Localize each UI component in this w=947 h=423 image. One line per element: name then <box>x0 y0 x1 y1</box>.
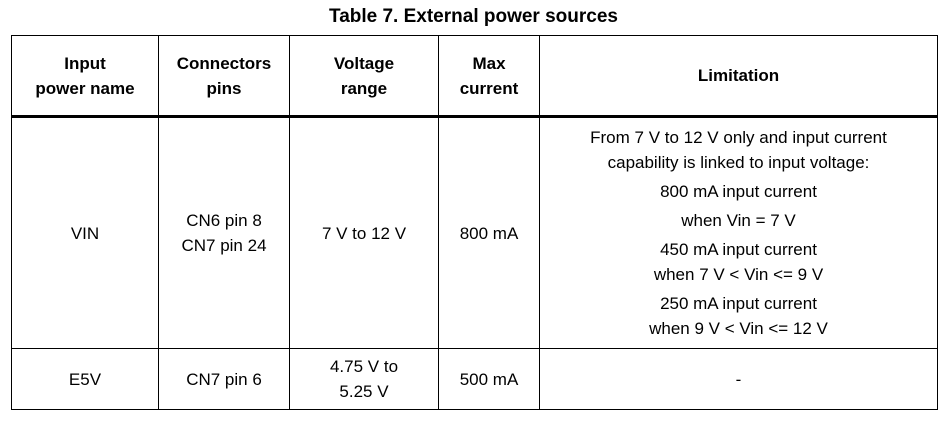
header-text: Max <box>472 53 506 73</box>
cell-name: VIN <box>11 116 159 349</box>
voltage-line: 5.25 V <box>339 382 389 401</box>
limitation-line: 800 mA input current <box>660 182 817 201</box>
header-text: Input <box>64 53 106 73</box>
pin-text: CN7 pin 24 <box>181 236 267 255</box>
header-voltage-range: Voltage range <box>289 35 439 118</box>
table-row-e5v: E5V CN7 pin 6 4.75 V to 5.25 V 500 mA - <box>11 348 938 410</box>
header-connectors-pins: Connectors pins <box>158 35 290 118</box>
header-text: Connectors <box>176 53 272 73</box>
cell-pins: CN6 pin 8 CN7 pin 24 <box>158 116 290 349</box>
limitation-line: when 9 V < Vin <= 12 V <box>649 319 828 338</box>
cell-voltage: 4.75 V to 5.25 V <box>289 348 439 410</box>
limitation-line: 250 mA input current <box>660 294 817 313</box>
header-text: power name <box>35 78 135 98</box>
table-header-row: Input power name Connectors pins Voltage… <box>11 35 938 118</box>
header-max-current: Max current <box>438 35 540 118</box>
header-input-power-name: Input power name <box>11 35 159 118</box>
table-row-vin: VIN CN6 pin 8 CN7 pin 24 7 V to 12 V 800… <box>11 116 938 349</box>
cell-current: 500 mA <box>438 348 540 410</box>
limitation-line: From 7 V to 12 V only and input current <box>590 128 887 147</box>
limitation-line: when Vin = 7 V <box>681 211 796 230</box>
cell-limitation: From 7 V to 12 V only and input current … <box>539 116 938 349</box>
limitation-line: 450 mA input current <box>660 240 817 259</box>
cell-name: E5V <box>11 348 159 410</box>
cell-pins: CN7 pin 6 <box>158 348 290 410</box>
header-text: current <box>459 78 519 98</box>
cell-current: 800 mA <box>438 116 540 349</box>
limitation-line: when 7 V < Vin <= 9 V <box>653 265 824 284</box>
header-text: pins <box>206 78 242 98</box>
table-title: Table 7. External power sources <box>329 6 618 27</box>
cell-voltage: 7 V to 12 V <box>289 116 439 349</box>
header-text: Voltage <box>333 53 395 73</box>
power-sources-table: Input power name Connectors pins Voltage… <box>11 35 938 410</box>
voltage-line: 4.75 V to <box>329 357 399 376</box>
header-limitation: Limitation <box>539 35 938 118</box>
cell-limitation: - <box>539 348 938 410</box>
limitation-line: capability is linked to input voltage: <box>607 153 870 172</box>
pin-text: CN6 pin 8 <box>186 211 262 230</box>
header-text: range <box>340 78 388 98</box>
